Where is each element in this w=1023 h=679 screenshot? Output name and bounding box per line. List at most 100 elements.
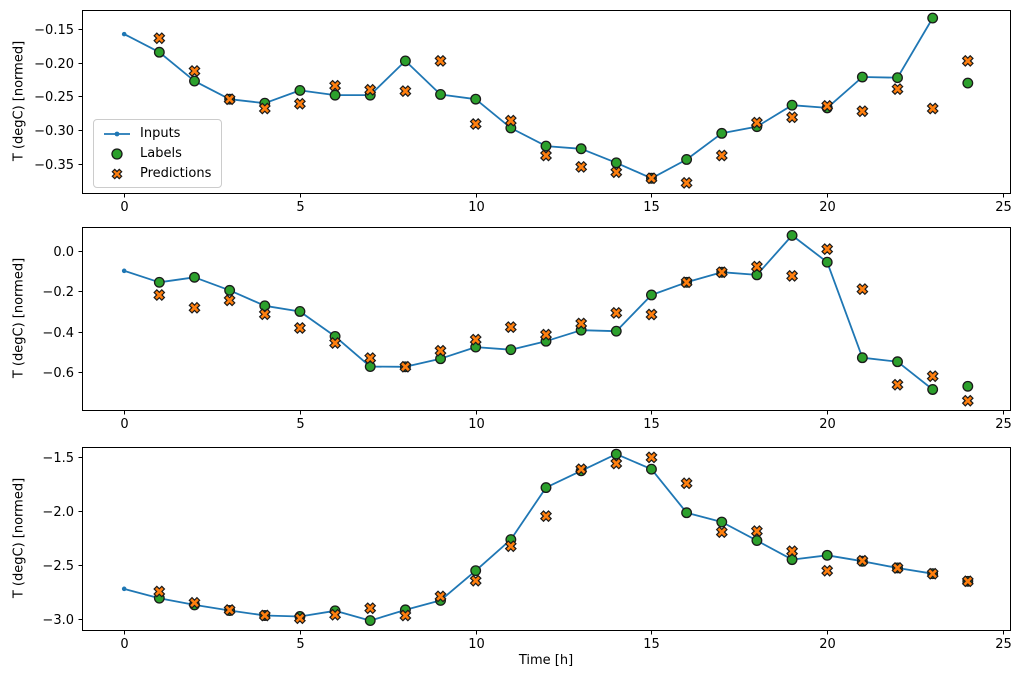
predictions-marker bbox=[821, 243, 834, 256]
labels-marker bbox=[610, 448, 622, 460]
labels-marker bbox=[224, 284, 236, 296]
predictions-marker bbox=[153, 32, 166, 45]
predictions-marker bbox=[821, 564, 834, 577]
inputs-marker bbox=[121, 586, 127, 592]
y-axis-label-bottom: T (degC) [normed] bbox=[11, 477, 27, 599]
predictions-marker bbox=[153, 585, 166, 598]
predictions-marker bbox=[821, 99, 834, 112]
predictions-marker bbox=[891, 83, 904, 96]
labels-marker bbox=[189, 75, 200, 87]
predictions-marker bbox=[680, 276, 693, 289]
svg-text:0: 0 bbox=[120, 637, 128, 652]
predictions-marker bbox=[750, 116, 763, 129]
svg-text:15: 15 bbox=[643, 417, 660, 432]
predictions-marker bbox=[399, 609, 412, 622]
labels-marker bbox=[681, 507, 693, 519]
svg-text:−0.35: −0.35 bbox=[34, 158, 74, 173]
predictions-marker bbox=[750, 260, 763, 273]
labels-marker bbox=[646, 289, 657, 301]
svg-text:10: 10 bbox=[468, 637, 485, 652]
predictions-marker bbox=[364, 83, 377, 96]
svg-text:15: 15 bbox=[643, 637, 660, 652]
predictions-marker bbox=[223, 603, 236, 617]
predictions-marker bbox=[434, 54, 447, 67]
predictions-marker bbox=[329, 79, 342, 92]
predictions-marker bbox=[786, 269, 799, 282]
labels-marker bbox=[575, 143, 587, 155]
predictions-marker bbox=[223, 294, 236, 307]
labels-marker bbox=[294, 306, 306, 317]
svg-text:25: 25 bbox=[995, 637, 1012, 652]
predictions-marker bbox=[293, 612, 306, 625]
labels-circle-icon bbox=[102, 147, 132, 161]
predictions-marker bbox=[891, 561, 904, 575]
legend-item-labels: Labels bbox=[102, 146, 211, 161]
predictions-marker bbox=[188, 596, 201, 609]
predictions-marker bbox=[926, 102, 939, 115]
y-axis-label-top: T (degC) [normed] bbox=[11, 40, 27, 162]
predictions-marker bbox=[188, 301, 201, 314]
predictions-marker bbox=[329, 608, 342, 621]
labels-marker bbox=[435, 89, 446, 100]
legend-item-predictions: Predictions bbox=[102, 166, 211, 181]
predictions-marker bbox=[258, 102, 271, 115]
labels-marker bbox=[716, 516, 728, 528]
predictions-marker bbox=[961, 575, 974, 588]
predictions-marker bbox=[856, 283, 869, 296]
labels-marker bbox=[892, 72, 903, 84]
predictions-marker bbox=[645, 451, 658, 464]
inputs-line bbox=[123, 17, 934, 180]
labels-marker bbox=[786, 554, 798, 566]
labels-marker bbox=[786, 99, 798, 111]
svg-text:−0.20: −0.20 bbox=[34, 57, 74, 72]
predictions-marker bbox=[645, 308, 658, 321]
axes-0: 0 5 10 15 20 25 −0.15 −0.20 −0.25 −0.30 −0.35 bbox=[34, 10, 1012, 215]
predictions-marker bbox=[504, 321, 517, 334]
svg-text:20: 20 bbox=[819, 637, 836, 652]
labels-marker bbox=[856, 352, 868, 364]
legend: Inputs Labels Predictions bbox=[93, 119, 223, 188]
predictions-marker bbox=[293, 97, 306, 110]
predictions-marker bbox=[434, 590, 447, 603]
axes-2: 0 5 10 15 20 25 −1.5 −2.0 −2.5 −3.0 bbox=[42, 447, 1012, 652]
predictions-marker bbox=[715, 526, 728, 539]
labels-marker bbox=[962, 380, 974, 392]
predictions-marker bbox=[715, 266, 728, 279]
predictions-marker bbox=[961, 394, 974, 407]
svg-text:0: 0 bbox=[120, 200, 128, 215]
svg-text:0: 0 bbox=[120, 417, 128, 432]
predictions-marker bbox=[293, 321, 306, 335]
predictions-marker bbox=[891, 378, 904, 391]
inputs-line bbox=[123, 234, 934, 391]
labels-marker bbox=[153, 276, 165, 288]
labels-marker bbox=[646, 463, 657, 475]
svg-text:25: 25 bbox=[995, 200, 1012, 215]
svg-text:−1.5: −1.5 bbox=[42, 451, 74, 466]
x-axis-label: Time [h] bbox=[518, 653, 574, 668]
labels-marker bbox=[540, 140, 552, 152]
predictions-marker bbox=[610, 306, 623, 319]
predictions-x-icon bbox=[102, 167, 132, 181]
inputs-marker bbox=[121, 31, 127, 37]
labels-marker bbox=[364, 615, 376, 627]
predictions-marker bbox=[504, 114, 517, 127]
predictions-marker bbox=[926, 370, 939, 383]
labels-marker bbox=[962, 77, 974, 89]
predictions-marker bbox=[575, 160, 588, 173]
labels-marker bbox=[716, 127, 728, 139]
inputs-marker bbox=[121, 268, 127, 274]
svg-text:0.0: 0.0 bbox=[53, 245, 74, 260]
labels-marker bbox=[189, 271, 200, 283]
predictions-marker bbox=[329, 336, 342, 350]
predictions-marker bbox=[364, 352, 377, 365]
labels-marker bbox=[540, 482, 552, 494]
predictions-marker bbox=[364, 602, 377, 615]
labels-marker bbox=[821, 549, 833, 561]
predictions-marker bbox=[856, 554, 869, 567]
predictions-marker bbox=[469, 574, 482, 587]
predictions-marker bbox=[258, 308, 271, 321]
predictions-marker bbox=[469, 333, 482, 346]
predictions-marker bbox=[539, 510, 553, 523]
legend-item-inputs: Inputs bbox=[102, 126, 211, 141]
